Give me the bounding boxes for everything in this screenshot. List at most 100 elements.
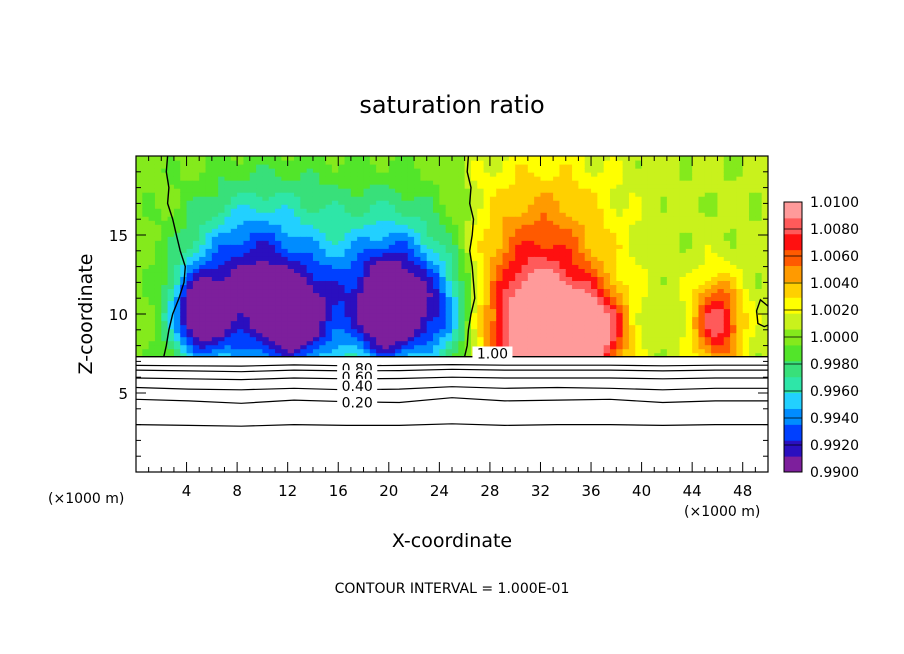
heat-cell <box>199 256 207 261</box>
heat-cell <box>256 216 263 221</box>
heat-cell <box>445 332 453 338</box>
heat-cell <box>540 172 548 177</box>
heat-cell <box>666 232 674 237</box>
heat-cell <box>148 340 156 346</box>
heat-cell <box>344 180 352 185</box>
heat-cell <box>597 292 605 298</box>
heat-cell <box>610 224 617 229</box>
heat-cell <box>186 264 194 269</box>
heat-cell <box>597 208 605 213</box>
heat-cell <box>553 348 561 354</box>
heat-cell <box>635 216 643 221</box>
heat-cell <box>357 232 365 237</box>
heat-cell <box>534 220 542 225</box>
heat-cell <box>148 216 156 221</box>
heat-cell <box>148 224 156 229</box>
heat-cell <box>749 164 756 169</box>
heat-cell <box>660 304 668 310</box>
heat-cell <box>439 200 447 205</box>
heat-cell <box>199 288 207 294</box>
heat-cell <box>489 336 497 342</box>
heat-cell <box>508 236 516 241</box>
heat-cell <box>414 340 421 346</box>
heat-cell <box>515 252 523 257</box>
heat-cell <box>180 188 188 193</box>
heat-cell <box>704 344 712 350</box>
heat-cell <box>325 240 333 245</box>
heat-cell <box>287 288 295 294</box>
heat-cell <box>723 264 731 269</box>
heat-cell <box>692 244 700 249</box>
heat-cell <box>508 164 516 169</box>
heat-cell <box>572 348 579 354</box>
heat-cell <box>666 228 674 233</box>
heat-cell <box>325 340 333 346</box>
heat-cell <box>426 260 434 265</box>
heat-cell <box>477 236 485 241</box>
heat-cell <box>331 156 339 161</box>
heat-cell <box>489 260 497 265</box>
heat-cell <box>749 168 756 173</box>
heat-cell <box>256 272 263 277</box>
heat-cell <box>388 228 396 233</box>
heat-cell <box>148 288 156 294</box>
heat-cell <box>565 340 573 346</box>
heat-cell <box>433 340 440 346</box>
heat-cell <box>584 288 592 294</box>
heat-cell <box>534 252 542 257</box>
heat-cell <box>249 276 257 282</box>
heat-cell <box>565 228 573 233</box>
heat-cell <box>458 196 466 201</box>
heat-cell <box>224 224 232 229</box>
heat-cell <box>647 176 655 181</box>
heat-cell <box>559 252 567 257</box>
heat-cell <box>742 244 750 249</box>
heat-cell <box>628 216 636 221</box>
heat-cell <box>142 252 150 257</box>
heat-cell <box>553 192 561 197</box>
heat-cell <box>388 220 396 225</box>
heat-cell <box>268 200 276 205</box>
heat-cell <box>628 188 636 193</box>
heat-cell <box>534 332 542 338</box>
heat-cell <box>679 336 687 342</box>
heat-cell <box>331 248 339 253</box>
heat-cell <box>553 196 561 201</box>
heat-cell <box>711 304 719 310</box>
heat-cell <box>730 216 737 221</box>
heat-cell <box>679 168 687 173</box>
heat-cell <box>755 196 763 201</box>
heat-cell <box>610 236 617 241</box>
heat-cell <box>755 340 763 346</box>
heat-cell <box>230 332 238 338</box>
heat-cell <box>173 208 181 213</box>
heat-cell <box>426 268 434 273</box>
heat-cell <box>369 280 377 286</box>
heat-cell <box>666 324 674 330</box>
heat-cell <box>243 184 251 189</box>
heat-cell <box>224 340 232 346</box>
heat-cell <box>540 296 548 302</box>
heat-cell <box>572 292 579 298</box>
heat-cell <box>761 244 768 249</box>
heat-cell <box>610 232 617 237</box>
heat-cell <box>717 292 725 298</box>
heat-cell <box>603 340 611 346</box>
heat-cell <box>154 312 162 318</box>
heat-cell <box>723 204 731 209</box>
heat-cell <box>641 248 649 253</box>
heat-cell <box>584 344 592 350</box>
heat-cell <box>331 300 339 306</box>
heat-cell <box>205 268 213 273</box>
heat-cell <box>262 352 270 358</box>
heat-cell <box>401 180 409 185</box>
heat-cell <box>755 216 763 221</box>
heat-cell <box>565 180 573 185</box>
heat-cell <box>477 232 485 237</box>
heat-cell <box>395 336 403 342</box>
heat-cell <box>300 264 308 269</box>
heat-cell <box>704 280 712 286</box>
heat-cell <box>199 272 207 277</box>
heat-cell <box>344 300 352 306</box>
heat-cell <box>679 248 687 253</box>
